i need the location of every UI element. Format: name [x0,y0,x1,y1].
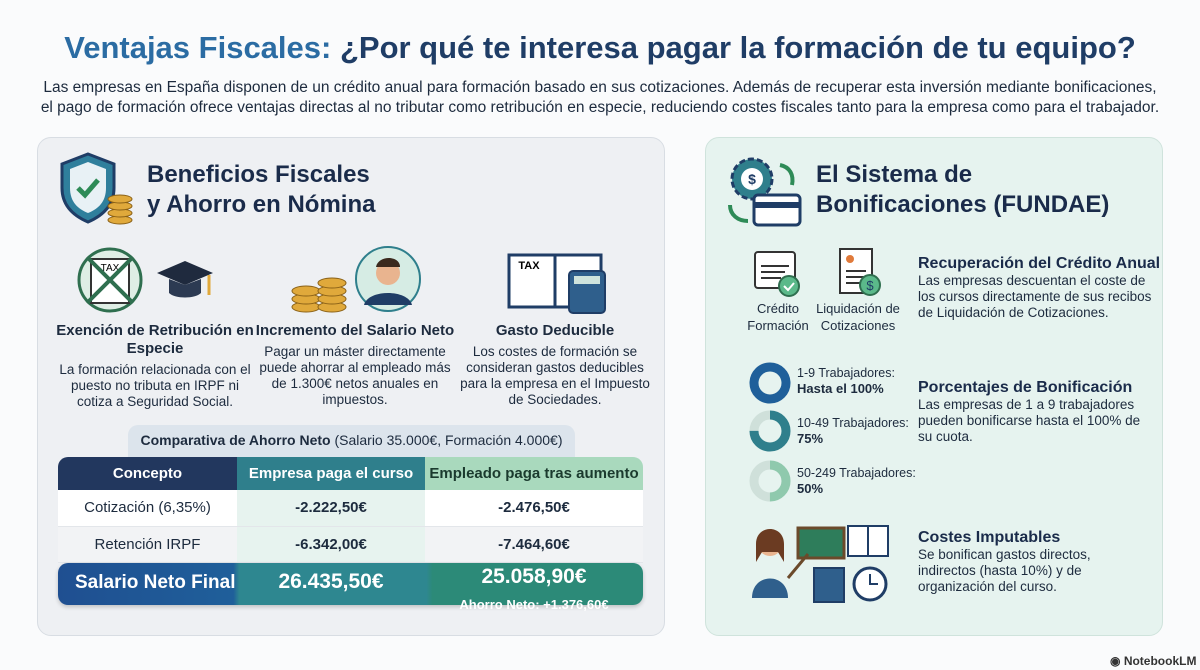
benefit-gasto-deducible: Gasto Deducible Los costes de formación s… [455,322,655,408]
left-title-line-2: y Ahorro en Nómina [147,191,376,218]
header-empleado: Empleado paga tras aumento [425,457,643,490]
coins-employee-icon [291,246,421,313]
left-title-line-1: Beneficios Fiscales [147,161,370,188]
subtitle-line-1: Las empresas en España disponen de un cr… [43,79,1157,96]
porcentajes-block: Porcentajes de Bonificación Las empresas … [918,379,1153,445]
cell: -7.464,60€ [425,526,643,563]
benefit-text: Los costes de formación se consideran ga… [460,344,650,407]
final-empresa: 26.435,50€ [278,570,384,593]
page-title: Ventajas Fiscales: ¿Por qué te interesa … [0,30,1200,66]
donut-fill [749,410,791,452]
costes-text: Se bonifican gastos directos, indirectos… [918,547,1091,594]
benefit-text: Pagar un máster directamente puede ahorr… [259,344,451,407]
book-tax-text: TAX [518,260,540,272]
ahorro-neto: Ahorro Neto: +1.376,60€ [459,597,609,612]
final-label: Salario Neto Final [75,572,236,593]
subtitle-line-2: el pago de formación ofrece ventajas dir… [40,99,1160,116]
tier-value: 50% [797,481,824,496]
cell: -2.476,50€ [425,490,643,527]
cell: -6.342,00€ [237,526,425,563]
header-empresa: Empresa paga el curso [237,457,425,490]
tax-crossed-icon: TAX [77,247,213,313]
teacher-books-clock-icon [752,525,889,603]
cell: -2.222,50€ [237,490,425,527]
tax-icon-text: TAX [101,263,120,274]
title-highlight: Ventajas Fiscales: [64,30,332,65]
notebooklm-logo: ◉ NotebookLM [1110,654,1197,668]
tier-3-label: 50-249 Trabajadores: 50% [797,466,916,497]
benefit-exencion: Exención de Retribución en Especie La for… [55,322,255,410]
tax-book-calculator-icon: TAX [507,253,606,314]
tier-1-label: 1-9 Trabajadores: Hasta el 100% [797,366,895,397]
benefit-salario-neto: Incremento del Salario Neto Pagar un mást… [255,322,455,408]
tier-label: 50-249 Trabajadores: [797,466,916,480]
comparison-table: Concepto Empresa paga el curso Empleado … [58,457,643,563]
donut-fill [749,460,791,502]
table-row: Retención IRPF -6.342,00€ -7.464,60€ [58,526,643,563]
benefit-heading: Gasto Deducible [495,322,615,339]
recuperacion-heading: Recuperación del Crédito Anual [918,255,1161,272]
credit-document-icon [754,251,800,297]
porcentajes-text: Las empresas de 1 a 9 trabajadores puede… [918,397,1141,444]
cell: Retención IRPF [58,526,237,563]
tier-value: 75% [797,431,824,446]
recuperacion-text: Las empresas descuentan el coste de los … [918,273,1152,320]
brand-text: NotebookLM [1123,654,1197,668]
right-title-line-1: El Sistema de [816,161,973,188]
benefit-heading: Exención de Retribución en Especie [56,322,254,357]
svg-text:$: $ [866,278,874,293]
donut-tier-2 [749,410,791,452]
tier-label: 10-49 Trabajadores: [797,416,909,430]
comparison-label-rest: (Salario 35.000€, Formación 4.000€) [330,432,563,448]
right-title-line-2: Bonificaciones (FUNDAE) [816,191,1110,218]
tier-value: Hasta el 100% [797,381,884,396]
benefit-heading: Incremento del Salario Neto [255,322,455,339]
costes-block: Costes Imputables Se bonifican gastos dir… [918,529,1108,595]
tier-2-label: 10-49 Trabajadores: 75% [797,416,909,447]
costes-heading: Costes Imputables [918,529,1061,546]
table-row: Cotización (6,35%) -2.222,50€ -2.476,50€ [58,490,643,527]
credito-formacion-label: Crédito Formación [747,301,809,333]
donut-fill [749,362,791,404]
donut-tier-1 [749,362,791,404]
porcentajes-heading: Porcentajes de Bonificación [918,379,1133,396]
right-title: El Sistema de Bonificaciones (FUNDAE) [816,160,1109,220]
shield-coins-icon [60,152,133,225]
donut-tier-3 [749,460,791,502]
liquidacion-label: Liquidación de Cotizaciones [816,301,900,333]
recuperacion-block: Recuperación del Crédito Anual Las empres… [918,255,1160,321]
gear-card-icon: $ [728,157,802,227]
left-title: Beneficios Fiscales y Ahorro en Nómina [147,160,375,220]
final-row [58,563,643,605]
final-empleado: 25.058,90€ [481,565,587,588]
tier-label: 1-9 Trabajadores: [797,366,895,380]
header-concepto: Concepto [58,457,237,490]
benefit-text: La formación relacionada con el puesto n… [59,362,251,409]
comparison-label: Comparativa de Ahorro Neto (Salario 35.0… [128,425,575,457]
title-rest: ¿Por qué te interesa pagar la formación … [331,30,1136,65]
liquidacion-document-icon: $ [839,248,881,296]
comparison-label-bold: Comparativa de Ahorro Neto [140,432,331,448]
cell: Cotización (6,35%) [58,490,237,527]
svg-text:$: $ [748,171,756,187]
